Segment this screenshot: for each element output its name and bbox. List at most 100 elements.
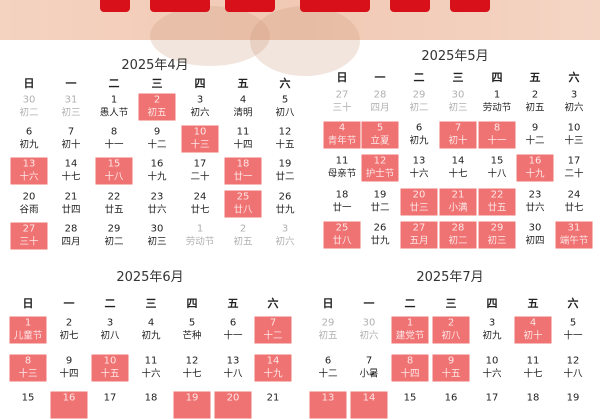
day-cell[interactable]: 2 初五: [138, 93, 176, 121]
day-cell[interactable]: 7 初十: [53, 126, 90, 153]
day-cell[interactable]: 31 端午节: [555, 221, 593, 249]
day-cell[interactable]: 3 初九: [474, 317, 511, 344]
day-cell[interactable]: 10 十三: [556, 122, 593, 149]
day-cell[interactable]: 13 十八: [215, 355, 252, 382]
day-cell[interactable]: 23 廿六: [139, 191, 176, 218]
day-cell[interactable]: 3 初六: [556, 89, 593, 116]
day-cell[interactable]: 2 初八: [432, 316, 470, 344]
day-cell[interactable]: 21 小满: [439, 188, 477, 216]
day-cell[interactable]: 1 愚人节: [96, 94, 133, 121]
day-cell[interactable]: 20 谷雨: [11, 191, 48, 218]
day-cell[interactable]: 18: [515, 392, 552, 419]
day-cell[interactable]: 12 十七: [174, 355, 211, 382]
day-cell[interactable]: 25 廿八: [323, 221, 361, 249]
day-cell[interactable]: 8 十三: [9, 354, 47, 382]
day-cell[interactable]: 17: [92, 392, 129, 419]
day-cell[interactable]: 29 初五: [310, 317, 347, 344]
day-cell[interactable]: 7 小暑: [351, 355, 388, 382]
day-cell[interactable]: 11 母亲节: [324, 155, 361, 182]
day-cell[interactable]: 19: [555, 392, 592, 419]
day-cell[interactable]: 30 初三: [139, 223, 176, 250]
day-cell[interactable]: 9 十四: [51, 355, 88, 382]
day-cell[interactable]: 1 儿童节: [9, 316, 47, 344]
day-cell[interactable]: 20: [214, 391, 252, 419]
day-cell[interactable]: 18 廿一: [224, 157, 262, 185]
day-cell[interactable]: 8 十四: [391, 354, 429, 382]
day-cell[interactable]: 4 初十: [514, 316, 552, 344]
day-cell[interactable]: 16 十九: [139, 158, 176, 185]
day-cell[interactable]: 15: [10, 392, 47, 419]
day-cell[interactable]: 19 廿二: [267, 158, 304, 185]
day-cell[interactable]: 19 廿二: [362, 189, 399, 216]
day-cell[interactable]: 27 三十: [10, 222, 48, 250]
day-cell[interactable]: 27 三十: [324, 89, 361, 116]
day-cell[interactable]: 17 二十: [556, 155, 593, 182]
day-cell[interactable]: 3 初六: [267, 223, 304, 250]
day-cell[interactable]: 30 初二: [11, 94, 48, 121]
day-cell[interactable]: 5 芒种: [174, 317, 211, 344]
day-cell[interactable]: 13: [309, 391, 347, 419]
day-cell[interactable]: 19: [173, 391, 211, 419]
day-cell[interactable]: 7 初十: [439, 121, 477, 149]
day-cell[interactable]: 4 青年节: [323, 121, 361, 149]
day-cell[interactable]: 12 护士节: [361, 154, 399, 182]
day-cell[interactable]: 9 十五: [432, 354, 470, 382]
day-cell[interactable]: 18: [133, 392, 170, 419]
day-cell[interactable]: 31 初三: [53, 94, 90, 121]
day-cell[interactable]: 14 十七: [440, 155, 477, 182]
day-cell[interactable]: 6 初九: [401, 122, 438, 149]
day-cell[interactable]: 16: [433, 392, 470, 419]
day-cell[interactable]: 12 十五: [267, 126, 304, 153]
day-cell[interactable]: 6 十二: [310, 355, 347, 382]
day-cell[interactable]: 8 十一: [96, 126, 133, 153]
day-cell[interactable]: 26 廿九: [362, 222, 399, 249]
day-cell[interactable]: 1 劳动节: [182, 223, 219, 250]
day-cell[interactable]: 24 廿七: [182, 191, 219, 218]
day-cell[interactable]: 3 初六: [182, 94, 219, 121]
day-cell[interactable]: 14 十七: [53, 158, 90, 185]
day-cell[interactable]: 15 十八: [479, 155, 516, 182]
day-cell[interactable]: 2 初七: [51, 317, 88, 344]
day-cell[interactable]: 28 四月: [362, 89, 399, 116]
day-cell[interactable]: 5 初八: [267, 94, 304, 121]
day-cell[interactable]: 15 十八: [95, 157, 133, 185]
day-cell[interactable]: 27 五月: [400, 221, 438, 249]
day-cell[interactable]: 18 廿一: [324, 189, 361, 216]
day-cell[interactable]: 14 十九: [254, 354, 292, 382]
day-cell[interactable]: 17: [474, 392, 511, 419]
day-cell[interactable]: 24 廿七: [556, 189, 593, 216]
day-cell[interactable]: 16: [50, 391, 88, 419]
day-cell[interactable]: 9 十二: [517, 122, 554, 149]
day-cell[interactable]: 6 初九: [11, 126, 48, 153]
day-cell[interactable]: 4 清明: [225, 94, 262, 121]
day-cell[interactable]: 30 初六: [351, 317, 388, 344]
day-cell[interactable]: 29 初二: [401, 89, 438, 116]
day-cell[interactable]: 15: [392, 392, 429, 419]
day-cell[interactable]: 10 十六: [474, 355, 511, 382]
day-cell[interactable]: 25 廿八: [224, 190, 262, 218]
day-cell[interactable]: 4 初九: [133, 317, 170, 344]
day-cell[interactable]: 21: [255, 392, 292, 419]
day-cell[interactable]: 21 廿四: [53, 191, 90, 218]
day-cell[interactable]: 7 十二: [254, 316, 292, 344]
day-cell[interactable]: 17 二十: [182, 158, 219, 185]
day-cell[interactable]: 6 十一: [215, 317, 252, 344]
day-cell[interactable]: 1 建党节: [391, 316, 429, 344]
day-cell[interactable]: 20 廿三: [400, 188, 438, 216]
day-cell[interactable]: 22 廿五: [478, 188, 516, 216]
day-cell[interactable]: 30 初三: [440, 89, 477, 116]
day-cell[interactable]: 28 四月: [53, 223, 90, 250]
day-cell[interactable]: 5 立夏: [361, 121, 399, 149]
day-cell[interactable]: 2 初五: [517, 89, 554, 116]
day-cell[interactable]: 2 初五: [225, 223, 262, 250]
day-cell[interactable]: 13 十六: [401, 155, 438, 182]
day-cell[interactable]: 11 十六: [133, 355, 170, 382]
day-cell[interactable]: 9 十二: [139, 126, 176, 153]
day-cell[interactable]: 28 初二: [439, 221, 477, 249]
day-cell[interactable]: 29 初三: [478, 221, 516, 249]
day-cell[interactable]: 1 劳动节: [479, 89, 516, 116]
day-cell[interactable]: 26 廿九: [267, 191, 304, 218]
day-cell[interactable]: 13 十六: [10, 157, 48, 185]
day-cell[interactable]: 16 十九: [516, 154, 554, 182]
day-cell[interactable]: 10 十五: [91, 354, 129, 382]
